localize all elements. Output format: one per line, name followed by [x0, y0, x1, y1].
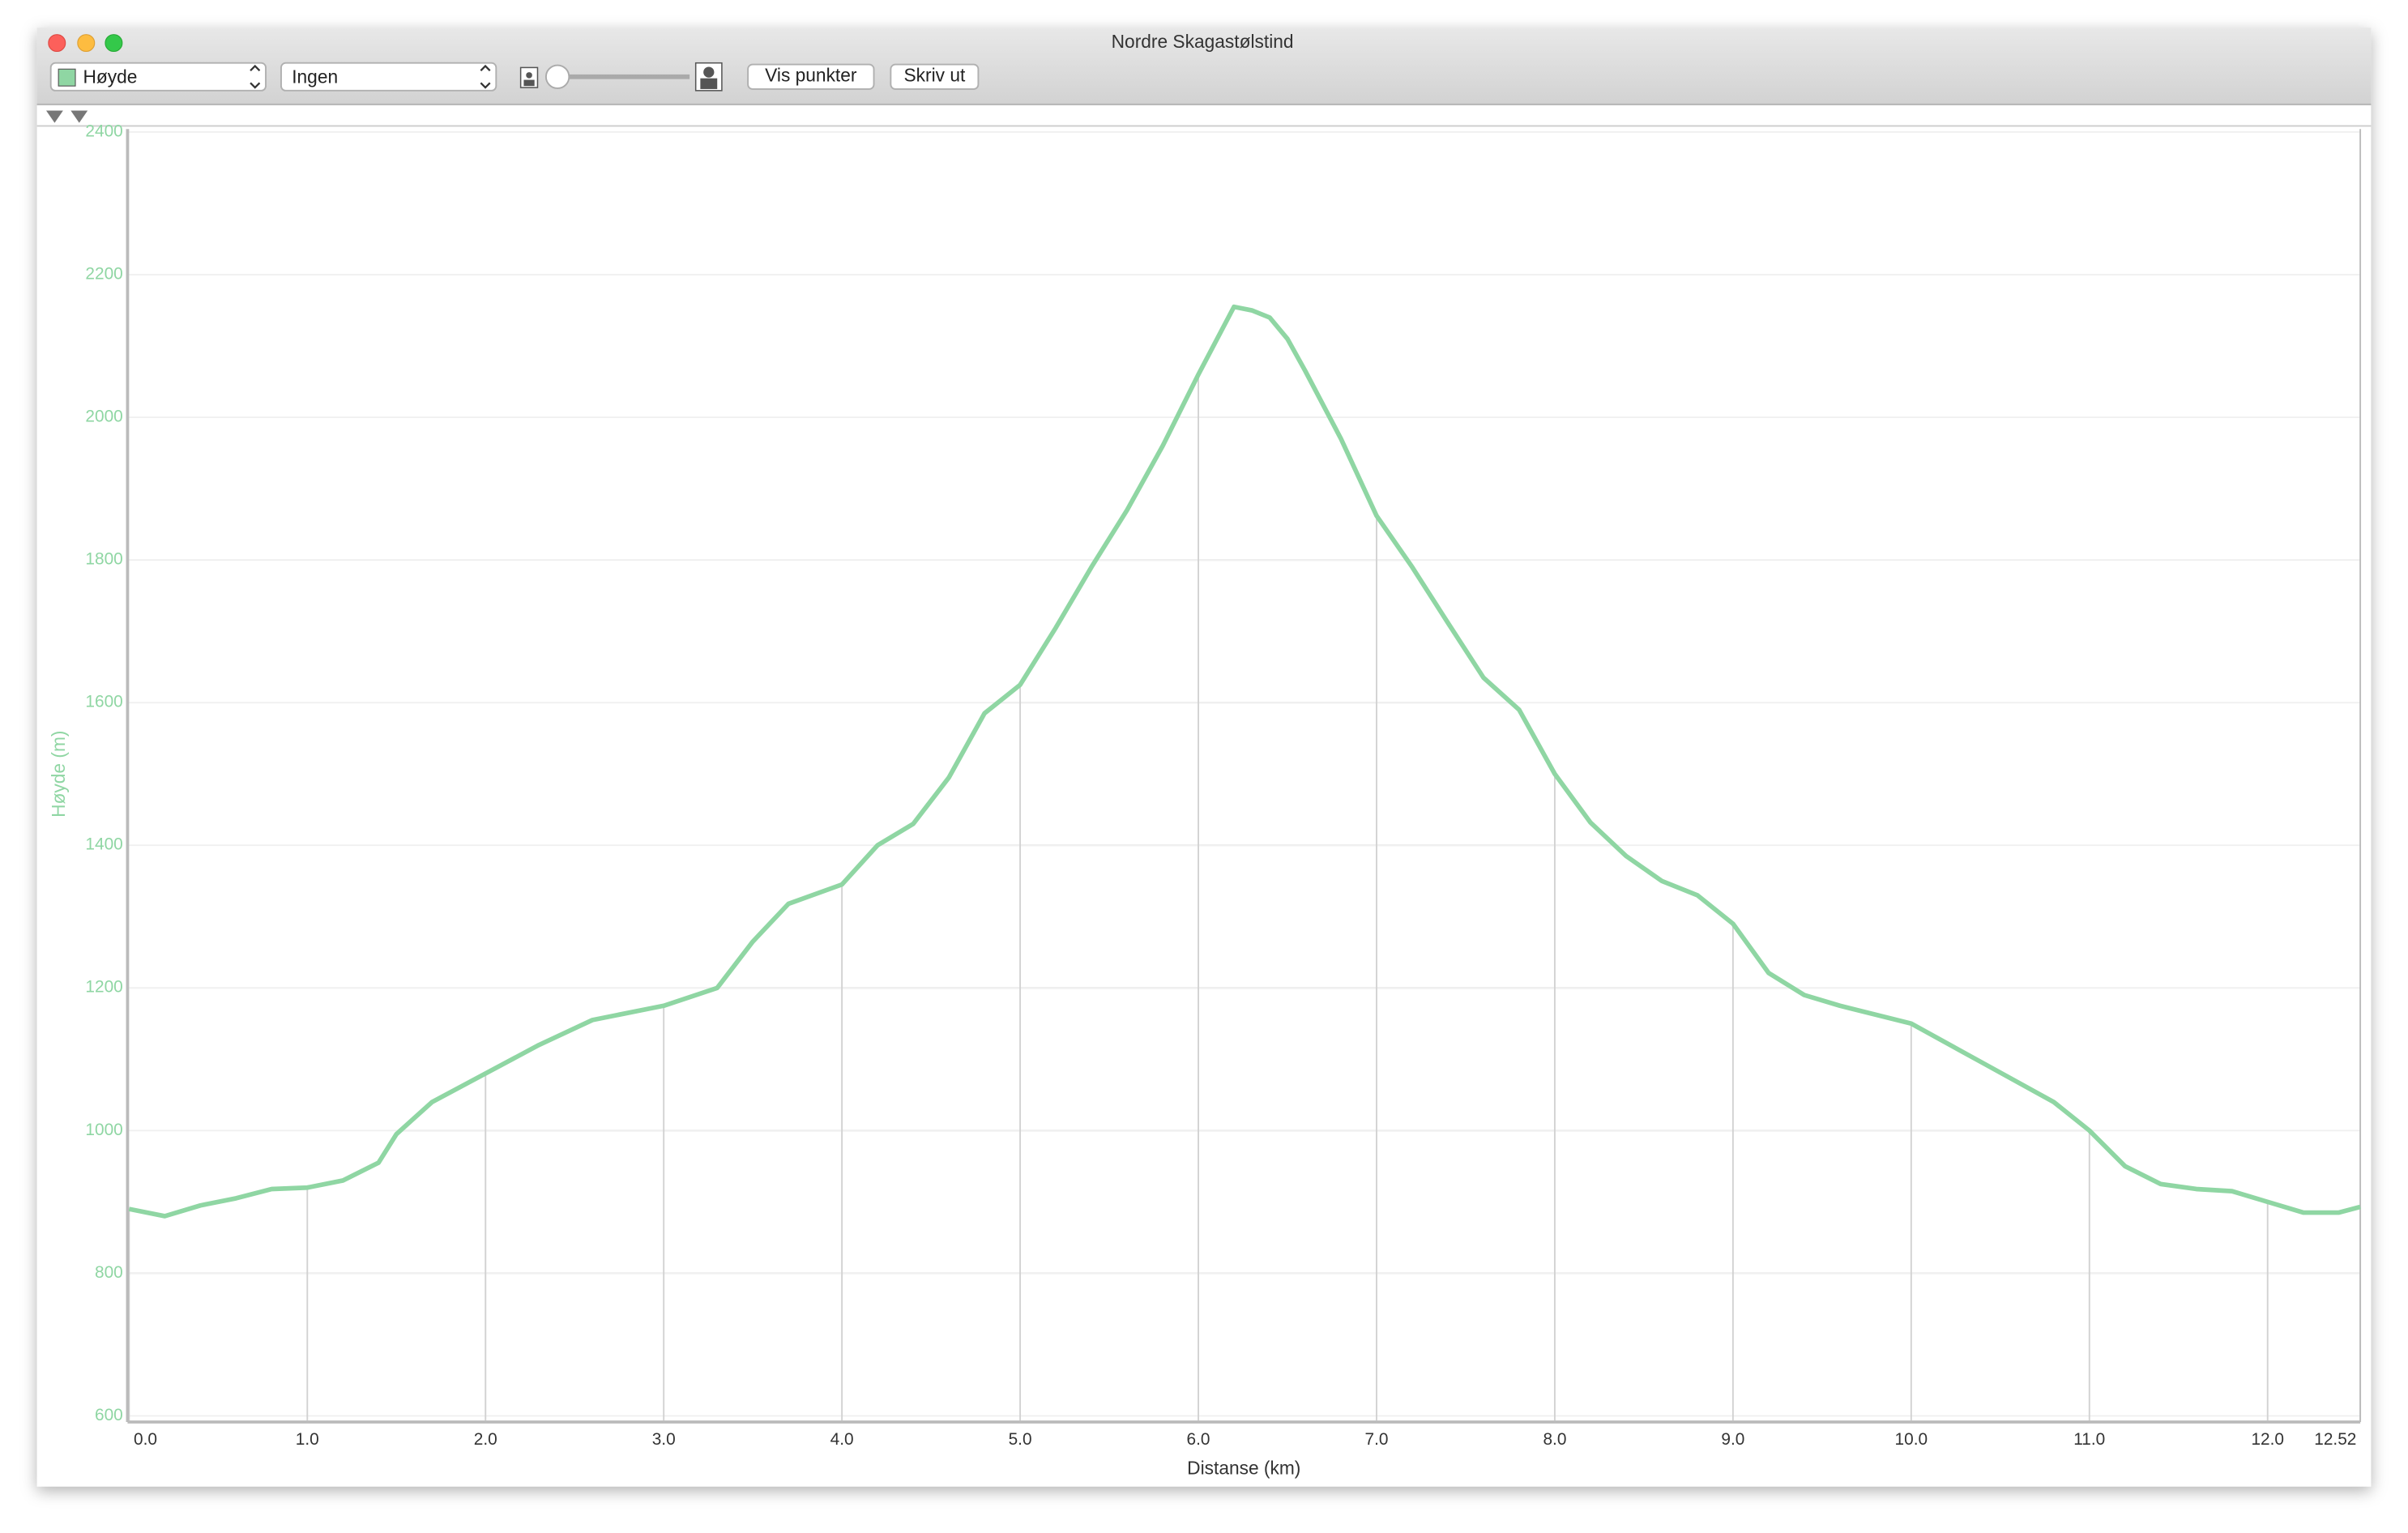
show-points-button[interactable]: Vis punkter: [747, 63, 875, 90]
window-title: Nordre Skagastølstind: [1112, 31, 1294, 52]
y-tick-label: 600: [95, 1406, 123, 1424]
y-tick-label: 2000: [85, 408, 122, 426]
x-tick-label: 2.0: [474, 1430, 497, 1449]
x-tick-label: 8.0: [1543, 1430, 1566, 1449]
plot: 600 800 1000 1200 1400 1600 1800 2000 2200 2400 0.…: [85, 122, 2362, 1449]
y-axis-title: Høyde (m): [48, 731, 69, 818]
metric-select[interactable]: Høyde: [49, 62, 267, 92]
x-axis-title: Distanse (km): [1187, 1458, 1300, 1479]
x-tick-label: 11.0: [2073, 1430, 2105, 1449]
x-tick-label: 5.0: [1009, 1430, 1032, 1449]
x-tick-label: 9.0: [1721, 1430, 1744, 1449]
x-tick-label: 3.0: [652, 1430, 676, 1449]
zoom-button[interactable]: [105, 34, 123, 53]
x-tick-label: 12.52: [2314, 1430, 2356, 1449]
print-label: Skriv ut: [903, 65, 965, 86]
print-button[interactable]: Skriv ut: [890, 63, 980, 90]
y-tick-label: 800: [95, 1263, 123, 1282]
zoom-slider[interactable]: [519, 62, 723, 92]
y-tick-label: 2200: [85, 265, 122, 284]
y-tick-label: 1800: [85, 550, 122, 569]
x-tick-label: 4.0: [830, 1430, 854, 1449]
metric-select-label: Høyde: [83, 66, 137, 88]
y-tick-label: 1000: [85, 1121, 122, 1139]
x-tick-label: 10.0: [1895, 1430, 1928, 1449]
elevation-line: [128, 304, 2361, 1219]
x-tick-label: 7.0: [1365, 1430, 1389, 1449]
window: [36, 28, 2372, 1487]
x-tick-label: 0.0: [134, 1430, 157, 1449]
close-button[interactable]: [48, 34, 66, 53]
x-tick-label: 6.0: [1187, 1430, 1210, 1449]
x-tick-label: 1.0: [296, 1430, 319, 1449]
y-tick-label: 1200: [85, 978, 122, 997]
y-tick-label: 1600: [85, 693, 122, 711]
compare-select[interactable]: Ingen: [280, 62, 497, 92]
range-markers[interactable]: [46, 110, 88, 123]
minimize-button[interactable]: [77, 34, 96, 53]
x-tick-label: 12.0: [2251, 1430, 2284, 1449]
compare-select-label: Ingen: [292, 66, 338, 88]
y-tick-label: 2400: [85, 122, 122, 140]
y-tick-label: 1400: [85, 835, 122, 854]
show-points-label: Vis punkter: [765, 65, 857, 86]
